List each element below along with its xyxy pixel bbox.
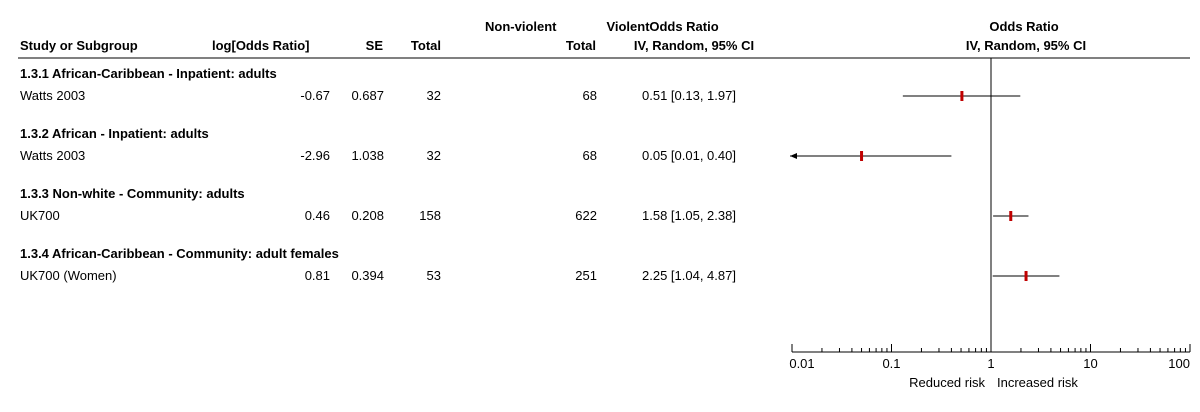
study-log-or: -2.96 bbox=[300, 148, 330, 163]
point-estimate bbox=[1009, 211, 1013, 221]
point-estimate bbox=[1024, 271, 1028, 281]
study-ci-text: 2.25 [1.04, 4.87] bbox=[642, 268, 736, 283]
header-nonviolent-line2: Total bbox=[566, 38, 596, 53]
study-name: Watts 2003 bbox=[20, 148, 85, 163]
study-nonviolent-total: 68 bbox=[583, 148, 597, 163]
x-tick-label: 1 bbox=[987, 356, 994, 371]
study-name: UK700 (Women) bbox=[20, 268, 117, 283]
point-estimate bbox=[960, 91, 964, 101]
x-tick-label: 0.1 bbox=[882, 356, 900, 371]
header-or-plot-line1: Odds Ratio bbox=[989, 19, 1058, 34]
study-violent-total: 32 bbox=[427, 88, 441, 103]
header-se: SE bbox=[366, 38, 384, 53]
header-nonviolent-line1: Non-violent bbox=[485, 19, 557, 34]
study-se: 0.394 bbox=[351, 268, 384, 283]
study-violent-total: 53 bbox=[427, 268, 441, 283]
plot-area: 0.01 0.1 1 10 100 Reduced risk Increased risk bbox=[789, 58, 1191, 390]
header-or-text-line1: Odds Ratio bbox=[649, 19, 718, 34]
study-ci-text: 1.58 [1.05, 2.38] bbox=[642, 208, 736, 223]
ci-arrow-left bbox=[790, 153, 797, 159]
study-violent-total: 158 bbox=[419, 208, 441, 223]
group-title: 1.3.2 African - Inpatient: adults bbox=[20, 126, 209, 141]
right-direction-label: Increased risk bbox=[997, 375, 1078, 390]
study-nonviolent-total: 251 bbox=[575, 268, 597, 283]
header-or-text-line2: IV, Random, 95% CI bbox=[634, 38, 754, 53]
table-header: Violent Non-violent Odds Ratio Odds Rati… bbox=[20, 19, 1086, 53]
study-ci-text: 0.51 [0.13, 1.97] bbox=[642, 88, 736, 103]
study-se: 1.038 bbox=[351, 148, 384, 163]
study-violent-total: 32 bbox=[427, 148, 441, 163]
study-log-or: 0.46 bbox=[305, 208, 330, 223]
header-study: Study or Subgroup bbox=[20, 38, 138, 53]
x-tick-label: 100 bbox=[1168, 356, 1190, 371]
x-tick-label: 10 bbox=[1083, 356, 1097, 371]
study-log-or: 0.81 bbox=[305, 268, 330, 283]
header-violent-line2: Total bbox=[411, 38, 441, 53]
study-name: Watts 2003 bbox=[20, 88, 85, 103]
study-ci-text: 0.05 [0.01, 0.40] bbox=[642, 148, 736, 163]
study-nonviolent-total: 68 bbox=[583, 88, 597, 103]
study-nonviolent-total: 622 bbox=[575, 208, 597, 223]
left-direction-label: Reduced risk bbox=[909, 375, 985, 390]
study-name: UK700 bbox=[20, 208, 60, 223]
group-title: 1.3.3 Non-white - Community: adults bbox=[20, 186, 245, 201]
study-rows: 1.3.1 African-Caribbean - Inpatient: adu… bbox=[20, 66, 736, 283]
header-logor: log[Odds Ratio] bbox=[212, 38, 310, 53]
x-tick-label: 0.01 bbox=[789, 356, 814, 371]
study-se: 0.687 bbox=[351, 88, 384, 103]
study-se: 0.208 bbox=[351, 208, 384, 223]
point-estimate bbox=[860, 151, 864, 161]
group-title: 1.3.1 African-Caribbean - Inpatient: adu… bbox=[20, 66, 277, 81]
group-title: 1.3.4 African-Caribbean - Community: adu… bbox=[20, 246, 339, 261]
header-or-plot-line2: IV, Random, 95% CI bbox=[966, 38, 1086, 53]
study-log-or: -0.67 bbox=[300, 88, 330, 103]
header-violent-line1: Violent bbox=[606, 19, 650, 34]
